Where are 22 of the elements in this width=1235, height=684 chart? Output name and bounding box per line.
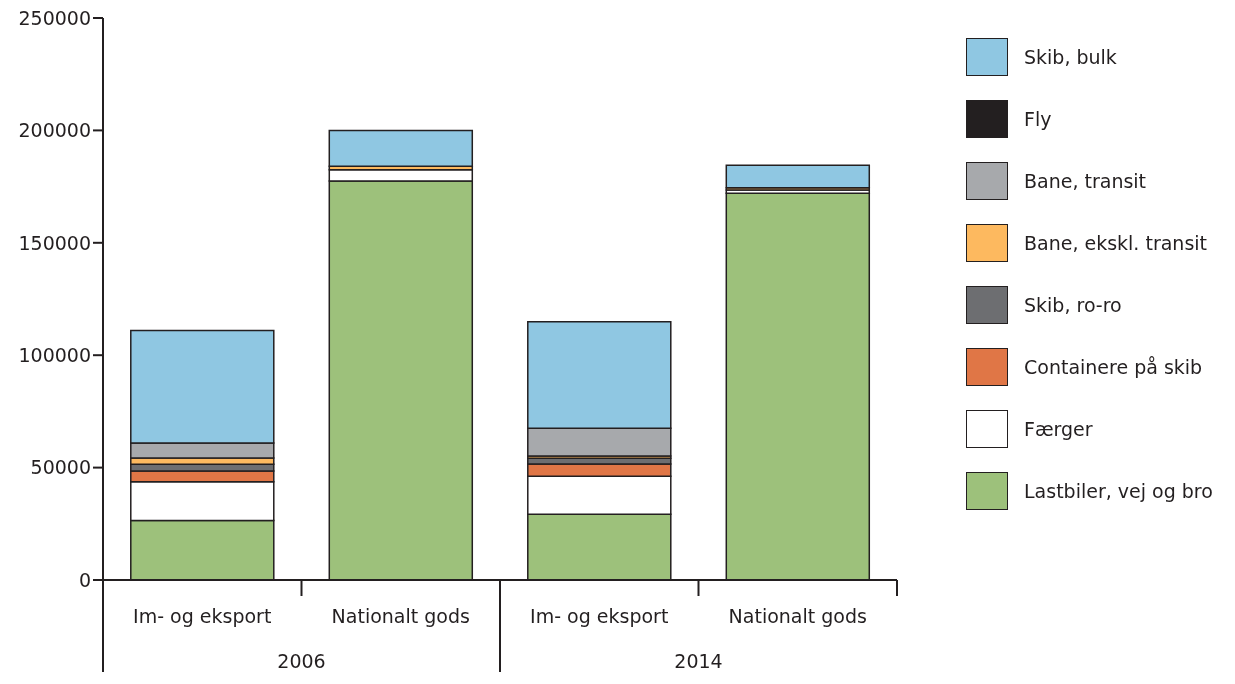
y-tick-label: 200000 <box>18 119 91 142</box>
legend-label: Bane, ekskl. transit <box>1024 232 1208 254</box>
bar <box>328 129 474 168</box>
x-tick-label: Nationalt gods <box>331 605 470 627</box>
legend-label: Skib, ro-ro <box>1024 294 1122 316</box>
y-tick-label: 50000 <box>30 456 91 479</box>
x-tick-label: Im- og eksport <box>530 605 669 627</box>
legend-label: Lastbiler, vej og bro <box>1024 480 1213 502</box>
text: 2014 <box>674 650 723 672</box>
bar <box>725 164 871 189</box>
legend-label: Containere på skib <box>1024 356 1203 378</box>
y-tick-label: 0 <box>78 568 91 591</box>
y-tick-label: 250000 <box>18 6 91 29</box>
x-tick-label: Im- og eksport <box>133 605 272 627</box>
y-tick-label: 150000 <box>18 231 91 254</box>
legend-label: Færger <box>1024 418 1093 440</box>
legend-label: Bane, transit <box>1024 170 1147 192</box>
y-tick-label: 100000 <box>18 343 91 366</box>
text: 2006 <box>277 650 326 672</box>
x-tick-label: Nationalt gods <box>728 605 867 627</box>
legend-label: Skib, bulk <box>1024 46 1117 68</box>
legend-label: Fly <box>1024 108 1052 130</box>
